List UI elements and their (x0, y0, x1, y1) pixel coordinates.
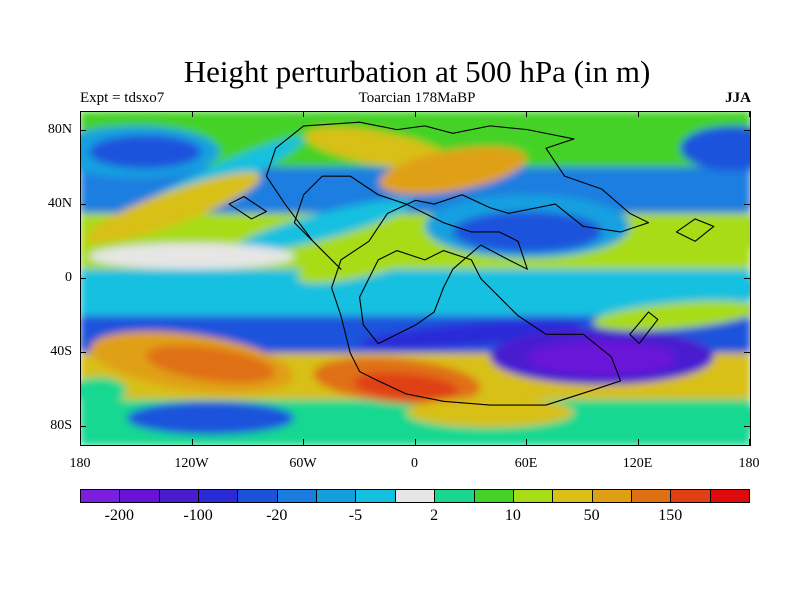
field-arctic-high (304, 127, 452, 170)
colorbar-swatch (473, 489, 514, 503)
x-tick-label: 60E (514, 456, 538, 471)
colorbar-swatch (591, 489, 632, 503)
x-tick (80, 111, 81, 117)
y-tick (744, 351, 750, 353)
field-tropical-pacific-gap (89, 243, 295, 270)
y-tick (744, 425, 750, 427)
colorbar-swatch (552, 489, 593, 503)
x-tick (526, 111, 527, 117)
colorbar-swatch (276, 489, 318, 503)
x-tick (414, 111, 416, 117)
y-tick-label: 80S (50, 417, 72, 433)
x-tick (749, 439, 750, 445)
field-sp-polar-low (126, 401, 295, 435)
field-sp-high-core (145, 345, 276, 384)
y-tick (744, 129, 750, 131)
x-tick (414, 439, 416, 445)
field-sa-high-core (354, 372, 459, 401)
field-np-high-band (85, 172, 261, 244)
field-na-high (379, 146, 527, 195)
x-tick (303, 439, 304, 445)
field-southern-neutral (657, 403, 751, 433)
colorbar-label: 2 (430, 507, 439, 524)
coast-australia-block (629, 311, 659, 345)
colorbar-label: 50 (583, 507, 600, 524)
coast-tethys-island (228, 196, 267, 220)
field-siberia-low (680, 125, 751, 171)
x-tick-label: 120E (622, 456, 653, 471)
colorbar-swatch (158, 489, 200, 503)
x-tick (749, 111, 750, 117)
x-tick-label: 180 (738, 456, 760, 471)
season-label: JJA (725, 90, 751, 106)
coast-east-asia-islands (675, 218, 715, 242)
colorbar-swatch (355, 489, 396, 503)
colorbar-label: -200 (104, 507, 134, 524)
field-south-ridge-yellow (592, 300, 751, 331)
field-dateline-neutral (80, 377, 127, 404)
x-tick (191, 111, 193, 117)
colorbar-swatch (80, 489, 121, 503)
x-tick-label: 120W (174, 456, 209, 471)
field-south-low-band (360, 319, 583, 350)
field-si-low-core (527, 341, 677, 376)
field-west-pacific-tropics (583, 272, 751, 303)
y-tick-label: 40S (50, 343, 72, 359)
colorbar-label: -20 (266, 507, 288, 524)
x-tick-label: 60W (289, 456, 317, 471)
x-tick (526, 439, 527, 445)
field-west-pacific-ridge (670, 213, 751, 251)
height-perturbation-map (80, 111, 751, 446)
colorbar-label: -100 (183, 507, 213, 524)
x-tick-label: 180 (69, 456, 91, 471)
field-atlantic-cyan-band (232, 199, 413, 254)
y-tick (80, 277, 86, 279)
field-southern-ocean-high (406, 397, 574, 428)
contour-fill-layer (80, 111, 751, 446)
y-tick (80, 351, 86, 353)
colorbar-swatch (119, 489, 160, 503)
field-eurasia-low-core (452, 211, 602, 253)
colorbar-swatch (709, 489, 750, 503)
x-tick (637, 439, 639, 445)
y-tick (80, 129, 86, 131)
y-tick-label: 40N (47, 195, 72, 211)
coast-pangaea (265, 121, 650, 406)
colorbar-swatch (670, 489, 711, 503)
x-tick (303, 111, 304, 117)
x-tick-label: 0 (411, 456, 418, 471)
paleo-coastlines (228, 121, 715, 406)
x-tick (191, 439, 193, 445)
colorbar-swatch (198, 489, 239, 503)
x-tick (637, 111, 639, 117)
y-tick (80, 425, 86, 427)
colorbar-swatch (512, 489, 554, 503)
colorbar-label: 10 (504, 507, 521, 524)
y-tick-label: 80N (47, 121, 72, 137)
y-tick-label: 0 (65, 269, 72, 285)
colorbar-swatch (237, 489, 278, 503)
period-label: Toarcian 178MaBP (358, 90, 476, 106)
colorbar-label: 150 (658, 507, 683, 524)
colorbar-swatch (630, 489, 672, 503)
experiment-label: Expt = tdsxo7 (80, 90, 165, 106)
y-tick (80, 203, 86, 205)
colorbar-label: -5 (348, 507, 363, 524)
map-svg (80, 111, 751, 446)
y-tick (744, 203, 750, 205)
colorbar-swatch (316, 489, 357, 503)
field-np-low-core (89, 135, 202, 169)
colorbar-swatch (434, 489, 475, 503)
y-tick (744, 277, 750, 279)
colorbar-swatch (394, 489, 436, 503)
plot-title: Height perturbation at 500 hPa (in m) (183, 54, 651, 89)
x-tick (80, 439, 81, 445)
